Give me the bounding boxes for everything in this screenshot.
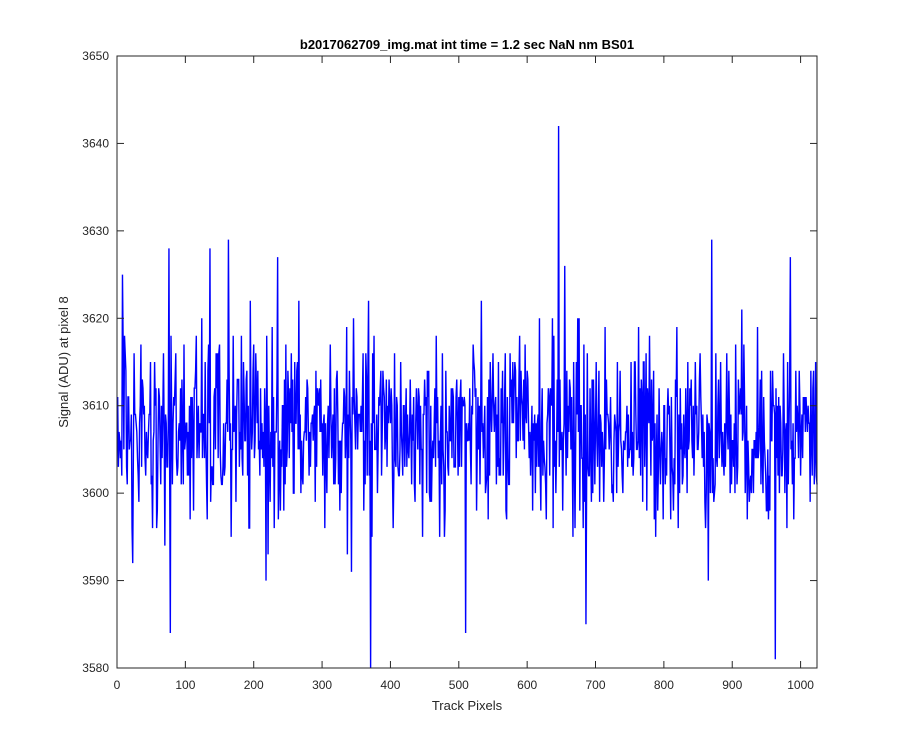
x-tick-label: 700 — [586, 678, 606, 692]
x-tick-label: 600 — [517, 678, 537, 692]
y-tick-label: 3630 — [82, 224, 109, 238]
x-tick-label: 1000 — [787, 678, 814, 692]
x-tick-label: 100 — [175, 678, 195, 692]
y-tick-label: 3610 — [82, 399, 109, 413]
x-tick-label: 500 — [449, 678, 469, 692]
y-tick-label: 3650 — [82, 49, 109, 63]
y-tick-label: 3620 — [82, 311, 109, 325]
x-axis-ticks: 0 100 200 300 400 500 600 700 800 900 1000 — [114, 56, 814, 692]
x-tick-label: 0 — [114, 678, 121, 692]
x-tick-label: 200 — [244, 678, 264, 692]
y-tick-label: 3640 — [82, 136, 109, 150]
series-line — [116, 125, 818, 669]
y-tick-label: 3580 — [82, 661, 109, 675]
x-tick-label: 800 — [654, 678, 674, 692]
chart-title: b2017062709_img.mat int time = 1.2 sec N… — [300, 37, 634, 52]
x-tick-label: 300 — [312, 678, 332, 692]
y-axis-label: Signal (ADU) at pixel 8 — [56, 296, 71, 428]
plot-frame — [116, 55, 818, 669]
y-axis-ticks: 3580 3590 3600 3610 3620 3630 3640 3650 — [82, 49, 817, 675]
x-tick-label: 400 — [380, 678, 400, 692]
y-tick-label: 3600 — [82, 486, 109, 500]
series-layer — [116, 125, 818, 669]
x-tick-label: 900 — [722, 678, 742, 692]
y-tick-label: 3590 — [82, 574, 109, 588]
x-axis-label: Track Pixels — [432, 698, 503, 713]
